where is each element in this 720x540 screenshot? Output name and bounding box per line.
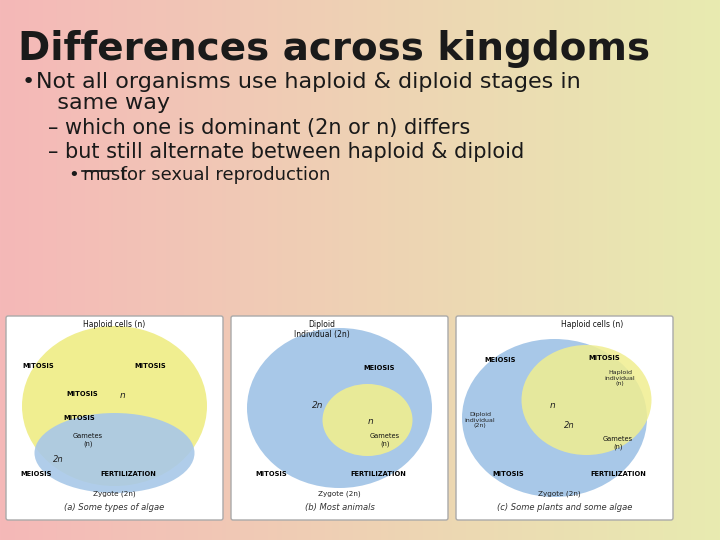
FancyBboxPatch shape: [6, 316, 223, 520]
Text: Zygote (2n): Zygote (2n): [93, 491, 136, 497]
Text: (b) Most animals: (b) Most animals: [305, 503, 374, 512]
Text: Differences across kingdoms: Differences across kingdoms: [18, 30, 650, 68]
Text: for sexual reproduction: for sexual reproduction: [115, 166, 330, 184]
Text: MITOSIS: MITOSIS: [135, 363, 166, 369]
Ellipse shape: [247, 328, 432, 488]
Text: n: n: [368, 416, 374, 426]
Text: Haploid cells (n): Haploid cells (n): [562, 320, 624, 329]
Text: •: •: [68, 166, 78, 184]
Text: MITOSIS: MITOSIS: [66, 391, 98, 397]
FancyBboxPatch shape: [231, 316, 448, 520]
Text: FERTILIZATION: FERTILIZATION: [590, 471, 646, 477]
Text: FERTILIZATION: FERTILIZATION: [100, 471, 156, 477]
Text: FERTILIZATION: FERTILIZATION: [350, 471, 406, 477]
Text: Gametes
(n): Gametes (n): [603, 436, 633, 450]
Text: Zygote (2n): Zygote (2n): [318, 491, 361, 497]
Text: 2n: 2n: [312, 402, 324, 410]
Text: MEIOSIS: MEIOSIS: [485, 357, 516, 363]
Text: Gametes
(n): Gametes (n): [370, 433, 400, 447]
Ellipse shape: [35, 413, 194, 493]
Text: MITOSIS: MITOSIS: [22, 363, 53, 369]
Text: Gametes
(n): Gametes (n): [73, 433, 103, 447]
Text: – which one is dominant (2n or n) differs: – which one is dominant (2n or n) differ…: [48, 118, 470, 138]
Text: must: must: [82, 166, 127, 184]
Text: Diploid
individual
(2n): Diploid individual (2n): [464, 411, 495, 428]
FancyBboxPatch shape: [456, 316, 673, 520]
Text: MITOSIS: MITOSIS: [255, 471, 287, 477]
Text: Zygote (2n): Zygote (2n): [538, 491, 581, 497]
Ellipse shape: [462, 339, 647, 497]
Text: MITOSIS: MITOSIS: [63, 415, 94, 421]
Text: (a) Some types of algae: (a) Some types of algae: [64, 503, 165, 512]
Text: •: •: [22, 72, 35, 92]
Ellipse shape: [22, 326, 207, 486]
Text: – but still alternate between haploid & diploid: – but still alternate between haploid & …: [48, 142, 524, 162]
Ellipse shape: [521, 345, 652, 455]
Text: MITOSIS: MITOSIS: [588, 355, 620, 361]
Text: Haploid
individual
(n): Haploid individual (n): [605, 370, 635, 386]
Text: MEIOSIS: MEIOSIS: [20, 471, 51, 477]
Text: n: n: [549, 402, 555, 410]
Text: Diploid
Individual (2n): Diploid Individual (2n): [294, 320, 349, 340]
Text: 2n: 2n: [53, 456, 63, 464]
Ellipse shape: [323, 384, 413, 456]
Text: MITOSIS: MITOSIS: [492, 471, 524, 477]
Text: Haploid cells (n): Haploid cells (n): [84, 320, 145, 329]
Text: n: n: [120, 392, 126, 401]
Text: (c) Some plants and some algae: (c) Some plants and some algae: [497, 503, 632, 512]
Text: MEIOSIS: MEIOSIS: [364, 365, 395, 371]
Text: Not all organisms use haploid & diploid stages in: Not all organisms use haploid & diploid …: [36, 72, 581, 92]
Text: same way: same way: [36, 93, 170, 113]
Text: 2n: 2n: [564, 422, 575, 430]
